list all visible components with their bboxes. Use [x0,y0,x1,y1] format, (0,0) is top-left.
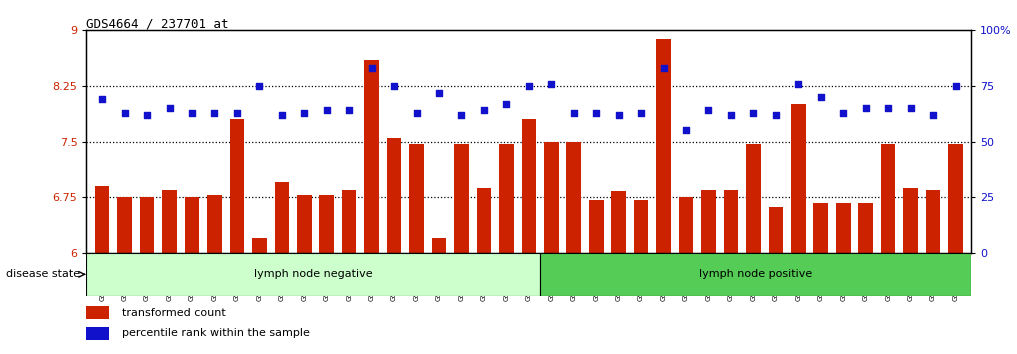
Point [229,110,245,115]
Point [363,65,379,71]
Bar [86,253,540,296]
Bar [207,195,222,253]
Point [386,83,403,88]
Point [745,110,762,115]
Text: percentile rank within the sample: percentile rank within the sample [122,328,310,338]
Point [296,110,312,115]
Bar [566,142,581,253]
Point [476,108,492,113]
Bar [881,144,895,253]
Bar [634,200,649,253]
Bar [297,195,311,253]
Point [880,105,896,111]
Point [117,110,133,115]
Point [521,83,537,88]
Point [835,110,851,115]
Bar [409,144,424,253]
Text: lymph node positive: lymph node positive [699,269,813,279]
Bar [540,253,971,296]
Point [790,81,806,86]
Point [678,128,695,133]
Bar [139,198,155,253]
Point [857,105,874,111]
Bar [903,188,918,253]
Point [610,112,626,118]
Point [543,81,559,86]
Point [206,110,223,115]
Bar [611,192,626,253]
Point [924,112,941,118]
Bar [185,198,199,253]
Bar [95,186,110,253]
Bar [769,207,783,253]
Point [409,110,425,115]
Text: disease state: disease state [5,269,79,279]
Point [633,110,649,115]
Bar [319,195,334,253]
Bar [86,306,109,319]
Point [139,112,156,118]
Bar [701,190,716,253]
Point [251,83,267,88]
Point [184,110,200,115]
Bar [163,190,177,253]
Bar [522,119,536,253]
Point [565,110,582,115]
Bar [477,188,491,253]
Bar [230,119,244,253]
Bar [431,238,446,253]
Point [454,112,470,118]
Point [588,110,604,115]
Text: lymph node negative: lymph node negative [254,269,372,279]
Text: GDS4664 / 237701_at: GDS4664 / 237701_at [86,17,229,30]
Bar [836,202,850,253]
Bar [746,144,761,253]
Text: transformed count: transformed count [122,308,226,318]
Bar [814,202,828,253]
Point [902,105,918,111]
Bar [342,190,357,253]
Bar [364,60,379,253]
Bar [499,144,514,253]
Bar [656,39,671,253]
Point [701,108,717,113]
Point [655,65,671,71]
Point [318,108,335,113]
Point [723,112,739,118]
Bar [925,190,941,253]
Bar [678,198,694,253]
Point [813,94,829,100]
Point [94,96,110,102]
Bar [252,238,266,253]
Point [498,101,515,107]
Bar [275,183,289,253]
Bar [589,200,603,253]
Point [162,105,178,111]
Bar [858,202,873,253]
Point [341,108,357,113]
Bar [86,327,109,340]
Bar [724,190,738,253]
Point [431,90,447,95]
Bar [791,104,805,253]
Point [768,112,784,118]
Bar [455,144,469,253]
Bar [948,144,963,253]
Point [948,83,964,88]
Point [274,112,290,118]
Bar [117,198,132,253]
Bar [544,142,558,253]
Bar [386,138,402,253]
